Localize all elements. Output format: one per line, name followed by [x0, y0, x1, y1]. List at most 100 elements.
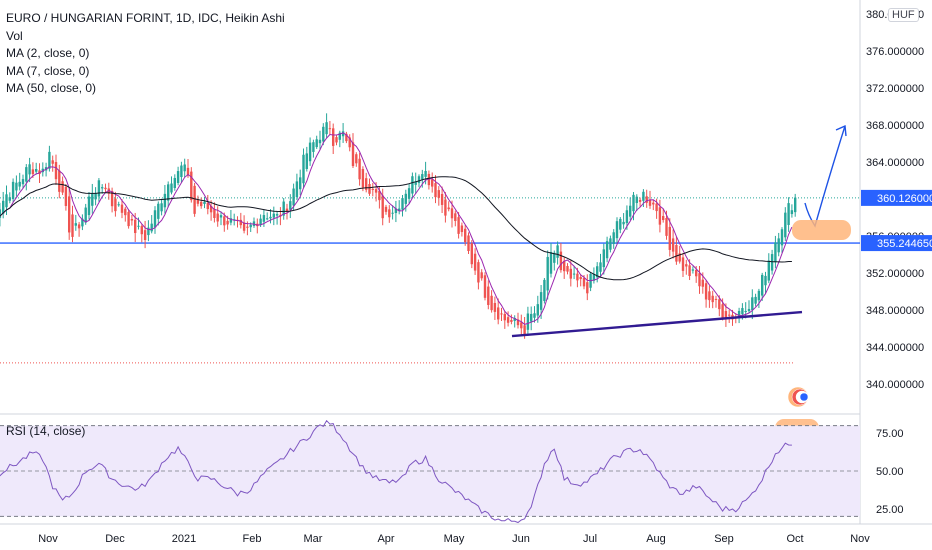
candle-body	[533, 313, 536, 318]
stacked-markers-icon	[799, 392, 809, 402]
candle-body	[394, 208, 398, 214]
candle-body	[28, 164, 31, 175]
candle-body	[605, 241, 609, 259]
candle-body	[21, 179, 25, 185]
candle-body	[678, 253, 681, 262]
candle-body	[315, 139, 318, 148]
candle-body	[473, 253, 477, 271]
candle-body	[615, 221, 619, 239]
rsi-tick-label: 75.00	[876, 428, 904, 440]
candle-body	[741, 308, 744, 315]
candle-body	[658, 207, 662, 225]
candle-body	[497, 307, 500, 320]
candle-body	[117, 204, 120, 206]
candle-body	[553, 252, 556, 263]
candle-body	[216, 213, 219, 222]
candle-body	[503, 313, 506, 321]
time-tick-label: Apr	[377, 533, 394, 545]
candle-body	[170, 183, 173, 193]
candle-body	[728, 314, 731, 316]
price-tick-label: 372.000000	[866, 83, 924, 95]
candle-body	[784, 212, 787, 238]
candle-body	[536, 304, 539, 316]
candle-body	[662, 215, 665, 221]
legend-ma2[interactable]: MA (2, close, 0)	[6, 46, 90, 60]
candle-body	[299, 177, 302, 190]
candle-body	[764, 275, 767, 286]
candle-body	[708, 291, 711, 301]
rsi-legend[interactable]: RSI (14, close)	[6, 424, 86, 438]
candle-body	[305, 153, 308, 170]
candle-body	[64, 186, 68, 206]
candle-body	[526, 313, 530, 330]
candle-body	[190, 171, 193, 201]
candle-body	[25, 167, 28, 182]
currency-badge[interactable]: HUF	[888, 8, 919, 22]
candle-body	[249, 224, 252, 228]
candle-body	[150, 223, 153, 232]
candle-body	[8, 197, 11, 201]
candle-body	[539, 292, 543, 310]
candle-body	[671, 238, 675, 252]
rsi-tick-label: 50.00	[876, 466, 904, 478]
candle-body	[272, 213, 275, 218]
candle-body	[411, 176, 414, 194]
legend-ma50[interactable]: MA (50, close, 0)	[6, 81, 97, 95]
candle-body	[358, 158, 361, 180]
legend-ma7[interactable]: MA (7, close, 0)	[6, 63, 90, 78]
candle-body	[269, 216, 272, 219]
time-tick-label: 2021	[172, 533, 196, 545]
candle-body	[81, 218, 84, 227]
candle-body	[487, 286, 490, 305]
candle-body	[510, 319, 513, 322]
candle-body	[368, 184, 371, 194]
candle-body	[209, 205, 213, 213]
candle-body	[107, 188, 110, 194]
candle-body	[655, 203, 658, 212]
candle-body	[101, 187, 104, 189]
candle-body	[391, 212, 394, 214]
candle-body	[266, 218, 269, 220]
candle-body	[54, 162, 58, 180]
candle-body	[91, 193, 94, 206]
candle-body	[318, 139, 322, 144]
candle-body	[71, 214, 74, 237]
candle-body	[163, 193, 167, 208]
time-tick-label: Mar	[304, 533, 323, 545]
candle-body	[68, 196, 71, 233]
price-tags: 360.126000 355.244650	[861, 189, 932, 252]
legend-symbol[interactable]: EURO / HUNGARIAN FORINT, 1D, IDC, Heikin…	[6, 11, 285, 25]
candle-body	[5, 194, 8, 208]
candle-body	[754, 296, 757, 304]
candle-body	[110, 191, 114, 207]
candle-body	[596, 266, 599, 278]
candle-body	[186, 167, 190, 176]
candle-body	[549, 251, 553, 274]
candle-body	[576, 273, 579, 281]
price-tick-label: 344.000000	[866, 342, 924, 354]
candle-body	[388, 209, 391, 218]
candle-body	[457, 217, 460, 234]
candle-body	[424, 170, 427, 177]
candle-body	[213, 209, 216, 218]
price-tick-label: 352.000000	[866, 268, 924, 280]
time-tick-label: Nov	[38, 533, 58, 545]
candle-body	[513, 318, 516, 321]
last-price-tag-label: 360.126000	[877, 193, 932, 205]
candle-body	[724, 311, 728, 319]
candle-body	[718, 299, 721, 310]
candle-body	[490, 295, 493, 311]
candle-body	[61, 181, 64, 193]
candle-body	[15, 182, 18, 191]
price-tick-label: 348.000000	[866, 305, 924, 317]
candle-body	[137, 225, 140, 227]
candle-body	[157, 203, 160, 219]
candle-body	[417, 176, 421, 184]
candle-body	[332, 128, 335, 146]
price-tick-label: 376.000000	[866, 46, 924, 58]
candle-body	[450, 208, 454, 219]
legend-vol[interactable]: Vol	[6, 28, 23, 43]
candle-body	[480, 272, 483, 279]
candle-body	[645, 196, 648, 203]
